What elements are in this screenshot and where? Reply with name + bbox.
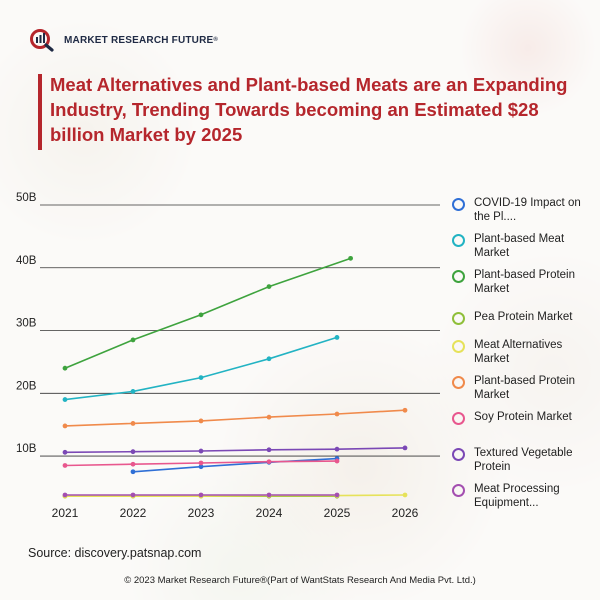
legend-item: Plant-based Protein Market: [452, 268, 594, 296]
data-point: [130, 469, 136, 475]
legend-marker-icon: [452, 484, 465, 497]
x-tick-label: 2021: [52, 506, 79, 520]
data-point: [198, 312, 204, 318]
data-point: [198, 418, 204, 424]
legend-item: Meat Processing Equipment...: [452, 482, 594, 510]
x-tick-label: 2025: [324, 506, 351, 520]
data-point: [62, 397, 68, 402]
series-line: [64, 257, 351, 369]
data-point: [198, 448, 204, 454]
x-tick-label: 2023: [188, 506, 215, 520]
legend-label: Plant-based Protein Market: [474, 269, 576, 295]
legend-label: Plant-based Meat Market: [474, 233, 565, 259]
legend-item: Plant-based Meat Market: [452, 232, 594, 260]
series-lines: [64, 257, 406, 497]
data-point: [266, 284, 272, 289]
legend-marker-icon: [452, 448, 465, 461]
data-point: [198, 460, 204, 466]
data-point: [62, 449, 68, 455]
legend-item: Textured Vegetable Protein: [452, 446, 594, 474]
data-point: [130, 389, 136, 394]
data-point: [266, 414, 272, 420]
legend-label: Plant-based Protein Market: [474, 375, 576, 401]
copyright-footer: © 2023 Market Research Future®(Part of W…: [124, 575, 476, 586]
legend-label: Pea Protein Market: [474, 311, 573, 323]
brand-logo: MARKET RESEARCH FUTURE ®: [30, 28, 218, 52]
data-point: [198, 464, 204, 470]
data-point: [266, 356, 272, 362]
legend-marker-icon: [452, 412, 465, 425]
page-title: Meat Alternatives and Plant-based Meats …: [50, 74, 568, 145]
data-point: [130, 421, 136, 426]
data-point: [402, 407, 408, 413]
x-tick-label: 2022: [120, 506, 147, 520]
legend-label: Textured Vegetable Protein: [474, 447, 573, 473]
legend-item: Pea Protein Market: [452, 310, 594, 325]
data-point: [334, 492, 340, 498]
legend-marker-icon: [452, 198, 465, 211]
y-tick-label: 30B: [16, 318, 37, 330]
data-point: [402, 492, 408, 498]
legend-marker-icon: [452, 312, 465, 325]
y-axis-labels: 10B 20B 30B 40B 50B: [16, 192, 37, 455]
data-point: [334, 458, 340, 464]
data-point: [62, 492, 68, 498]
legend-item: COVID-19 Impact on the Pl....: [452, 196, 594, 224]
series-line: [65, 494, 406, 497]
x-tick-label: 2024: [256, 506, 283, 520]
title-accent-bar: [38, 74, 42, 150]
y-tick-label: 40B: [16, 255, 37, 267]
data-point: [198, 375, 204, 381]
data-point: [198, 492, 204, 498]
series-points: [62, 255, 408, 499]
data-point: [334, 411, 340, 417]
data-point: [130, 449, 136, 455]
data-point: [62, 365, 68, 371]
data-point: [266, 447, 272, 453]
data-point: [334, 335, 340, 340]
line-chart: 10B 20B 30B 40B 50B 2021 2022 2023 2024 2025 2026: [16, 192, 440, 520]
data-point: [130, 461, 136, 467]
legend-item: Meat Alternatives Market: [452, 338, 594, 366]
data-point: [62, 463, 68, 468]
data-point: [348, 255, 353, 261]
logo-icon: [30, 29, 54, 52]
series-line: [64, 447, 406, 454]
legend-marker-icon: [452, 340, 465, 353]
legend-label: Soy Protein Market: [474, 411, 572, 423]
y-tick-label: 20B: [16, 380, 37, 392]
series-line: [64, 336, 338, 401]
x-axis-labels: 2021 2022 2023 2024 2025 2026: [52, 506, 419, 520]
brand-registered-mark: ®: [213, 37, 218, 43]
source-note: Source: discovery.patsnap.com: [28, 546, 202, 560]
legend-marker-icon: [452, 234, 465, 247]
data-point: [266, 492, 272, 498]
data-point: [266, 459, 272, 465]
data-point: [130, 492, 136, 498]
legend-marker-icon: [452, 376, 465, 389]
series-line: [132, 457, 338, 473]
legend-label: Meat Processing Equipment...: [474, 483, 560, 509]
series-line: [64, 409, 406, 427]
legend-marker-icon: [452, 270, 465, 283]
legend-item: Soy Protein Market: [452, 410, 594, 425]
x-tick-label: 2026: [392, 506, 419, 520]
data-point: [130, 337, 136, 343]
data-point: [62, 423, 68, 429]
legend-label: COVID-19 Impact on the Pl....: [474, 197, 581, 223]
legend-label: Meat Alternatives Market: [474, 339, 563, 365]
y-tick-label: 50B: [16, 192, 37, 204]
y-tick-label: 10B: [16, 443, 37, 455]
legend-item: Plant-based Protein Market: [452, 374, 594, 402]
data-point: [334, 446, 340, 452]
chart-grid: [40, 204, 440, 457]
data-point: [402, 445, 408, 451]
brand-name: MARKET RESEARCH FUTURE: [64, 34, 214, 46]
